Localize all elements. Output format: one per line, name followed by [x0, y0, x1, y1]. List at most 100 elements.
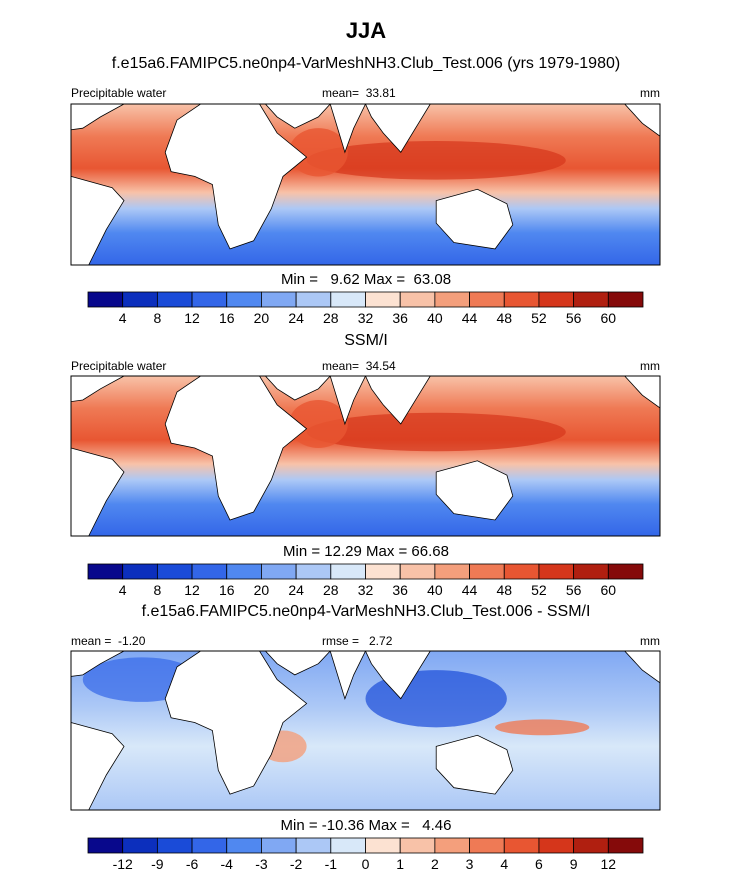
colorbar-label: 2	[431, 856, 439, 872]
colorbar-box	[226, 291, 262, 308]
panel-title: f.e15a6.FAMIPC5.ne0np4-VarMeshNH3.Club_T…	[112, 55, 620, 72]
center-label: mean= 33.81	[322, 86, 396, 100]
land	[435, 460, 514, 521]
colorbar-box	[469, 291, 505, 308]
colorbar-box	[87, 563, 124, 580]
colorbar-label: 52	[531, 310, 547, 326]
left-label: Precipitable water	[71, 86, 166, 100]
colorbar-box	[122, 837, 158, 854]
colorbar-box	[87, 291, 124, 308]
colorbar-box	[295, 563, 332, 580]
colorbar-box	[538, 563, 575, 580]
colorbar-label: 32	[358, 582, 374, 598]
colorbar-box	[538, 837, 575, 854]
colorbar-label: 28	[323, 310, 339, 326]
colorbar-label: -2	[290, 856, 303, 872]
colorbar-label: 8	[153, 582, 161, 598]
center-label: rmse = 2.72	[322, 634, 393, 648]
map-field	[71, 376, 660, 536]
colorbar-label: -9	[151, 856, 164, 872]
colorbar-box	[156, 291, 193, 308]
colorbar-label: 9	[570, 856, 578, 872]
colorbar-label: 24	[288, 582, 304, 598]
map-field	[71, 104, 660, 265]
right-label: mm	[640, 86, 660, 100]
colorbar-box	[573, 563, 609, 580]
colorbar-label: 28	[323, 582, 339, 598]
colorbar-box	[365, 563, 401, 580]
right-label: mm	[640, 359, 660, 373]
field-max	[306, 141, 566, 180]
colorbar-label: 36	[392, 582, 408, 598]
colorbar-box	[226, 837, 262, 854]
colorbar-label: 56	[566, 310, 582, 326]
colorbar-box	[330, 837, 366, 854]
right-label: mm	[640, 634, 660, 648]
map-frame	[70, 375, 661, 537]
colorbar-label: 60	[601, 310, 617, 326]
colorbar-label: -3	[255, 856, 268, 872]
colorbar-box	[573, 291, 609, 308]
colorbar-box	[261, 837, 297, 854]
figure-title: JJA	[346, 18, 386, 43]
colorbar-label: -12	[113, 856, 133, 872]
colorbar-label: -6	[186, 856, 199, 872]
colorbar-box	[365, 291, 401, 308]
panel-title: f.e15a6.FAMIPC5.ne0np4-VarMeshNH3.Club_T…	[142, 603, 591, 620]
stats: Min = 9.62 Max = 63.08	[281, 271, 451, 288]
colorbar-label: 56	[566, 582, 582, 598]
colorbar-box	[399, 291, 436, 308]
colorbar-label: 12	[601, 856, 617, 872]
colorbar-label: 52	[531, 582, 547, 598]
colorbar-box	[607, 837, 644, 854]
map-frame	[70, 103, 661, 266]
colorbar-box	[330, 563, 366, 580]
colorbar-label: 4	[119, 310, 127, 326]
colorbar-label: 8	[153, 310, 161, 326]
land	[435, 734, 514, 795]
colorbar-box	[607, 291, 644, 308]
field-max	[306, 412, 566, 452]
colorbar-label: 40	[427, 582, 443, 598]
colorbar-label: 12	[184, 310, 200, 326]
colorbar-box	[503, 837, 540, 854]
center-label: mean= 34.54	[322, 359, 396, 373]
colorbar-label: 4	[119, 582, 127, 598]
map-frame	[70, 650, 661, 811]
colorbar-box	[156, 837, 193, 854]
colorbar-box	[365, 837, 401, 854]
stats: Min = 12.29 Max = 66.68	[283, 543, 449, 560]
colorbar-box	[122, 291, 158, 308]
colorbar-label: 32	[358, 310, 374, 326]
colorbar-label: 16	[219, 310, 235, 326]
colorbar-box	[434, 837, 470, 854]
colorbar-label: 16	[219, 582, 235, 598]
colorbar-box	[295, 837, 332, 854]
left-label: mean = -1.20	[71, 634, 146, 648]
colorbar-box	[295, 291, 332, 308]
colorbar-box	[503, 563, 540, 580]
stats: Min = -10.36 Max = 4.46	[281, 817, 452, 834]
colorbar-box	[503, 291, 540, 308]
colorbar-box	[122, 563, 158, 580]
colorbar-box	[469, 837, 505, 854]
colorbar-box	[573, 837, 609, 854]
colorbar-box	[261, 563, 297, 580]
colorbar-label: 0	[362, 856, 370, 872]
colorbar-box	[156, 563, 193, 580]
colorbar-box	[399, 563, 436, 580]
colorbar-box	[191, 563, 228, 580]
field-max	[288, 400, 348, 448]
colorbar-box	[399, 837, 436, 854]
colorbar-label: 1	[396, 856, 404, 872]
colorbar-label: 20	[254, 310, 270, 326]
colorbar-box	[330, 291, 366, 308]
colorbar-box	[538, 291, 575, 308]
colorbar-label: 36	[392, 310, 408, 326]
colorbar-label: -4	[221, 856, 234, 872]
colorbar-box	[261, 291, 297, 308]
field-max	[495, 719, 590, 736]
field-max	[288, 128, 348, 177]
colorbar-box	[87, 837, 124, 854]
